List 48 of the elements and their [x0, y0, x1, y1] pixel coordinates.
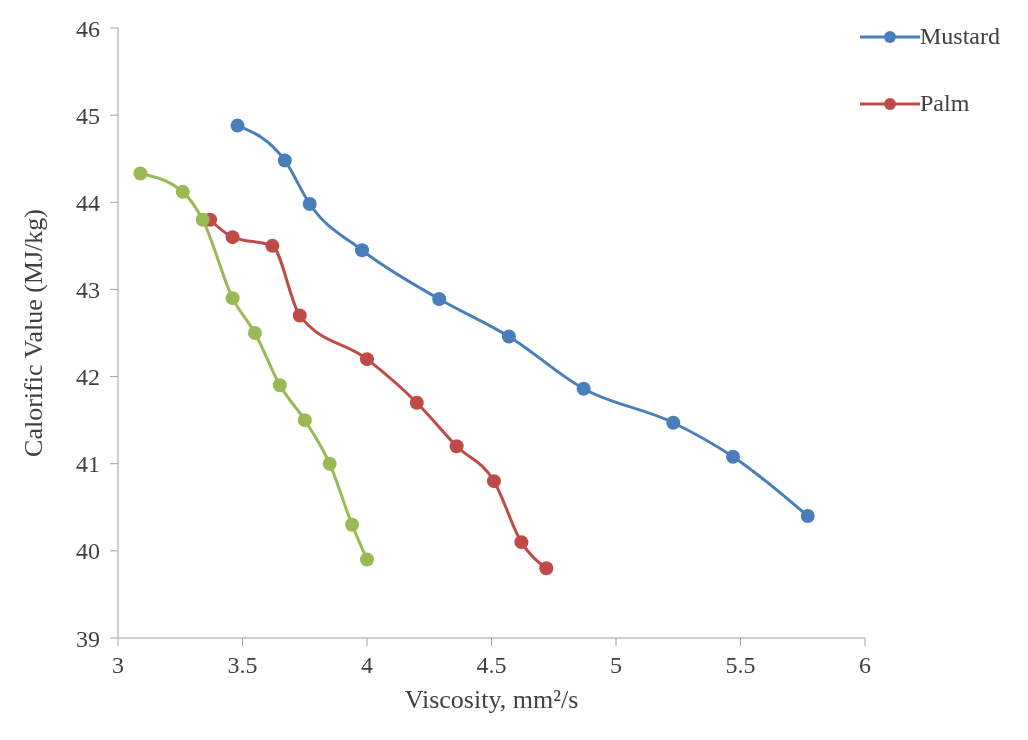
point — [360, 352, 374, 367]
y-tick-label: 41 — [76, 451, 100, 478]
point — [230, 118, 245, 133]
point — [539, 561, 554, 576]
point — [302, 197, 317, 212]
point — [277, 153, 292, 168]
y-tick-label: 39 — [76, 625, 100, 652]
point — [345, 517, 360, 532]
point — [272, 378, 287, 393]
y-tick-label: 45 — [76, 102, 100, 129]
point — [322, 456, 337, 471]
legend-label: Mustard — [920, 23, 1000, 50]
point — [297, 413, 312, 428]
y-tick-label: 43 — [76, 276, 100, 303]
point — [133, 166, 148, 181]
x-axis-title: Viscosity, mm²/s — [404, 685, 579, 714]
point — [225, 291, 240, 306]
legend-label: Palm — [920, 90, 970, 117]
point — [800, 509, 815, 523]
point — [486, 474, 501, 489]
point — [292, 308, 307, 323]
point — [225, 230, 240, 245]
y-tick-label: 44 — [76, 189, 100, 216]
x-tick-label: 5 — [610, 652, 622, 679]
point — [514, 535, 529, 550]
point — [195, 212, 210, 227]
point — [432, 292, 447, 307]
point — [247, 326, 262, 340]
point — [265, 238, 280, 253]
point — [666, 415, 681, 430]
point — [409, 395, 424, 410]
y-axis-title: Calorific Value (MJ/kg) — [19, 209, 49, 457]
point — [360, 552, 374, 567]
x-tick-label: 4.5 — [476, 652, 507, 679]
x-tick-label: 3.5 — [227, 652, 258, 679]
y-tick-label: 40 — [76, 538, 100, 565]
point — [576, 381, 591, 396]
x-tick-label: 6 — [859, 652, 871, 679]
x-tick-label: 4 — [361, 652, 373, 679]
point — [501, 329, 516, 344]
x-tick-label: 5.5 — [725, 652, 756, 679]
point — [355, 243, 370, 258]
point — [175, 184, 190, 199]
x-tick-label: 3 — [112, 652, 124, 679]
y-tick-label: 46 — [76, 15, 100, 42]
point — [449, 439, 464, 454]
y-tick-label: 42 — [76, 364, 100, 391]
point — [726, 449, 741, 464]
